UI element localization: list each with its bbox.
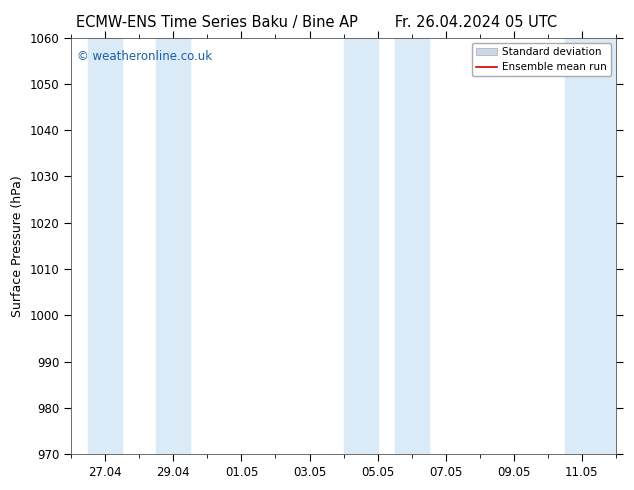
Text: ECMW-ENS Time Series Baku / Bine AP        Fr. 26.04.2024 05 UTC: ECMW-ENS Time Series Baku / Bine AP Fr. … — [77, 15, 557, 30]
Legend: Standard deviation, Ensemble mean run: Standard deviation, Ensemble mean run — [472, 43, 611, 76]
Y-axis label: Surface Pressure (hPa): Surface Pressure (hPa) — [11, 175, 24, 317]
Text: © weatheronline.co.uk: © weatheronline.co.uk — [77, 50, 212, 63]
Bar — [88, 38, 122, 454]
Bar — [157, 38, 190, 454]
Bar — [565, 38, 616, 454]
Bar — [394, 38, 429, 454]
Bar — [344, 38, 378, 454]
